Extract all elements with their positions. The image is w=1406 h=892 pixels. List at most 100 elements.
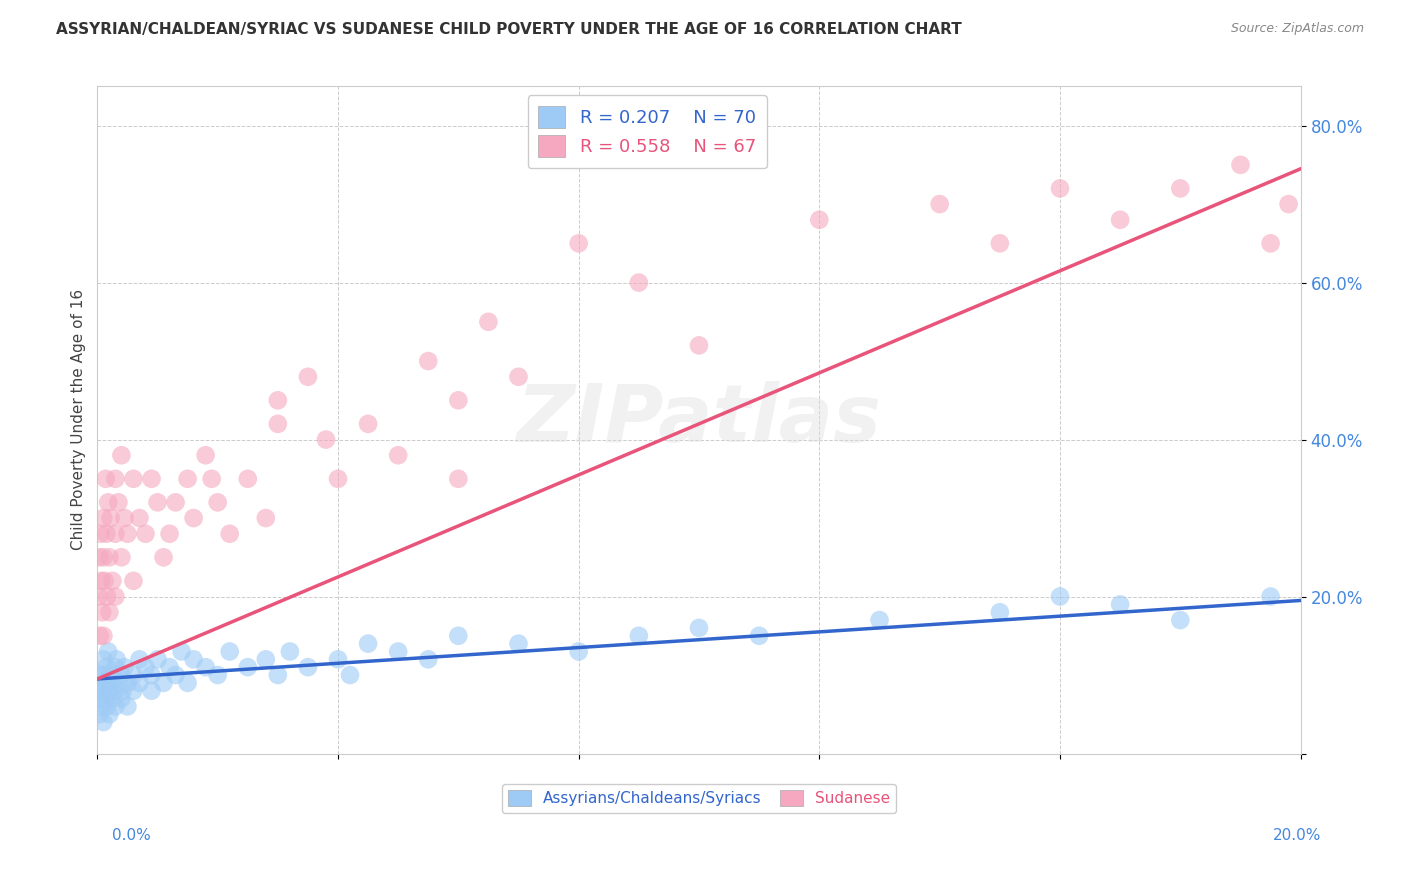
Point [87, 590, 110, 604]
Point [418, 652, 440, 666]
Point [96, 660, 118, 674]
Point [357, 637, 380, 651]
Point [297, 660, 319, 674]
Point [94, 691, 117, 706]
Point [89, 526, 111, 541]
Point [988, 605, 1011, 619]
Point [107, 495, 129, 509]
Point [183, 652, 205, 666]
Point [117, 676, 139, 690]
Point [117, 699, 139, 714]
Point [236, 660, 259, 674]
Point [627, 629, 650, 643]
Point [297, 369, 319, 384]
Point [128, 676, 150, 690]
Point [141, 472, 163, 486]
Point [339, 668, 361, 682]
Point [89, 691, 111, 706]
Point [748, 629, 770, 643]
Point [447, 472, 470, 486]
Point [218, 526, 240, 541]
Point [627, 276, 650, 290]
Point [218, 644, 240, 658]
Point [96, 526, 118, 541]
Point [988, 236, 1011, 251]
Point [159, 526, 181, 541]
Point [267, 668, 290, 682]
Point [104, 683, 127, 698]
Point [159, 660, 181, 674]
Point [183, 511, 205, 525]
Point [1109, 212, 1132, 227]
Point [146, 495, 169, 509]
Point [1168, 613, 1191, 627]
Point [93, 683, 115, 698]
Point [134, 526, 156, 541]
Text: 20.0%: 20.0% [1274, 828, 1322, 843]
Point [1109, 598, 1132, 612]
Point [98, 707, 121, 722]
Point [267, 393, 290, 408]
Point [89, 707, 111, 722]
Point [1278, 197, 1301, 211]
Point [93, 629, 115, 643]
Point [508, 369, 530, 384]
Point [568, 644, 591, 658]
Point [254, 652, 277, 666]
Point [236, 472, 259, 486]
Point [141, 668, 163, 682]
Point [104, 526, 127, 541]
Point [688, 621, 710, 635]
Point [93, 511, 115, 525]
Point [89, 629, 111, 643]
Text: ASSYRIAN/CHALDEAN/SYRIAC VS SUDANESE CHILD POVERTY UNDER THE AGE OF 16 CORRELATI: ASSYRIAN/CHALDEAN/SYRIAC VS SUDANESE CHI… [56, 22, 962, 37]
Point [254, 511, 277, 525]
Point [104, 660, 127, 674]
Point [141, 683, 163, 698]
Point [1229, 158, 1251, 172]
Point [97, 495, 120, 509]
Point [122, 574, 145, 588]
Point [267, 417, 290, 431]
Point [90, 676, 112, 690]
Legend: Assyrians/Chaldeans/Syriacs, Sudanese: Assyrians/Chaldeans/Syriacs, Sudanese [502, 784, 896, 813]
Point [194, 660, 217, 674]
Point [93, 652, 115, 666]
Point [1168, 181, 1191, 195]
Point [97, 644, 120, 658]
Point [477, 315, 499, 329]
Point [165, 668, 187, 682]
Text: ZIPatlas: ZIPatlas [516, 381, 882, 459]
Point [94, 472, 117, 486]
Point [122, 683, 145, 698]
Point [207, 668, 229, 682]
Point [96, 676, 118, 690]
Point [688, 338, 710, 352]
Point [122, 668, 145, 682]
Point [104, 590, 127, 604]
Point [278, 644, 301, 658]
Point [152, 550, 174, 565]
Point [87, 683, 110, 698]
Point [1260, 590, 1282, 604]
Point [207, 495, 229, 509]
Point [387, 644, 409, 658]
Point [96, 699, 118, 714]
Point [152, 676, 174, 690]
Point [105, 652, 128, 666]
Point [165, 495, 187, 509]
Point [104, 472, 127, 486]
Point [112, 660, 135, 674]
Point [98, 550, 121, 565]
Point [808, 212, 831, 227]
Point [128, 652, 150, 666]
Point [90, 574, 112, 588]
Point [176, 472, 198, 486]
Point [447, 629, 470, 643]
Point [89, 550, 111, 565]
Point [117, 526, 139, 541]
Point [98, 668, 121, 682]
Text: 0.0%: 0.0% [112, 828, 152, 843]
Point [93, 550, 115, 565]
Point [447, 393, 470, 408]
